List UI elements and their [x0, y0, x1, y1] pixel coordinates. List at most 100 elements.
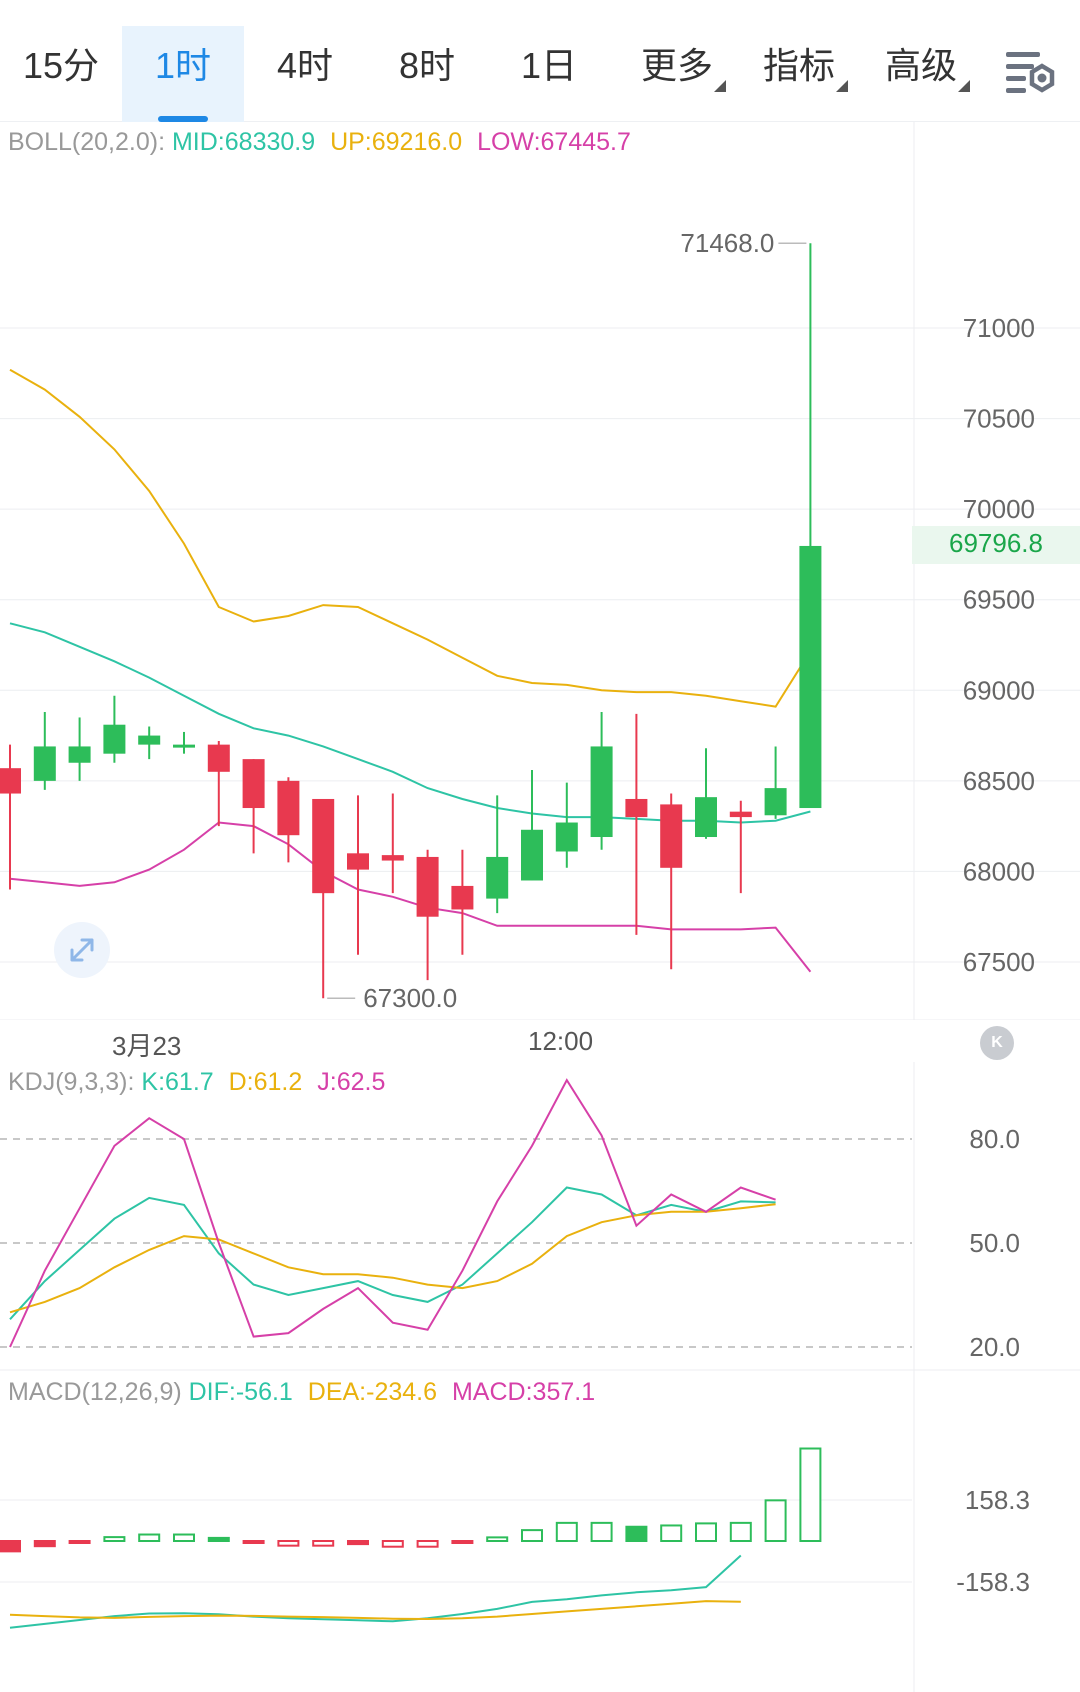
macd-histogram-bar	[277, 1540, 300, 1547]
macd-axis-label: -158.3	[956, 1567, 1030, 1597]
boll-low-value: LOW:67445.7	[477, 128, 631, 156]
price-axis-label: 70500	[963, 404, 1035, 434]
candle-body	[764, 788, 787, 816]
active-tab-indicator	[158, 116, 208, 122]
macd-histogram-bar	[590, 1521, 613, 1543]
dropdown-triangle-icon	[714, 80, 726, 92]
macd-legend-label: MACD(12,26,9)	[8, 1378, 182, 1406]
kdj-axis-label: 50.0	[969, 1228, 1020, 1258]
boll-up-value: UP:69216.0	[330, 128, 463, 156]
candle-body	[451, 885, 474, 910]
kdj-k-line	[9, 1186, 776, 1320]
dropdown-triangle-icon	[958, 80, 970, 92]
k-logo-icon[interactable]: K	[980, 1026, 1014, 1060]
candle-body	[0, 768, 21, 794]
tab-label: 1日	[520, 45, 578, 86]
candle-body	[799, 545, 822, 809]
tab-15m[interactable]: 15分	[0, 26, 122, 122]
candle-body	[173, 744, 195, 748]
macd-histogram-bar	[660, 1524, 683, 1542]
macd-histogram-bar	[381, 1540, 404, 1548]
price-axis-label: 71000	[963, 313, 1035, 343]
candle-body	[33, 746, 56, 781]
tab-label: 高级	[884, 45, 957, 86]
kdj-indicator-chart[interactable]: 80.0 50.0 20.0	[0, 1062, 1080, 1372]
candle-body	[138, 735, 161, 745]
candle-body	[103, 724, 126, 754]
macd-histogram-bar	[242, 1540, 265, 1544]
macd-histogram-bar	[799, 1447, 822, 1542]
candle-body	[207, 744, 230, 772]
dropdown-triangle-icon	[836, 80, 848, 92]
macd-dea-value: DEA:-234.6	[307, 1378, 438, 1406]
tab-label: 更多	[640, 45, 713, 86]
macd-histogram-bar	[764, 1499, 787, 1542]
macd-histogram-bar	[207, 1536, 230, 1543]
candle-body	[416, 856, 439, 917]
candle-body	[555, 822, 578, 852]
tab-label: 8时	[398, 45, 456, 86]
kdj-legend: KDJ(9,3,3): K:61.7 D:61.2 J:62.5	[8, 1068, 393, 1097]
time-axis-label: 3月23	[112, 1031, 182, 1061]
macd-histogram-bar	[451, 1540, 474, 1544]
macd-histogram-bar	[625, 1525, 648, 1543]
macd-histogram-bar	[555, 1521, 578, 1543]
tab-indicators-dropdown[interactable]: 指标	[750, 26, 848, 122]
boll-low-line	[9, 821, 812, 973]
candle-body	[625, 798, 648, 818]
kdj-axis-label: 20.0	[969, 1332, 1020, 1362]
low-price-label: 67300.0	[363, 983, 457, 1013]
macd-histogram-bar	[138, 1533, 161, 1542]
kdj-j-line	[9, 1078, 776, 1348]
candle-body	[347, 853, 369, 870]
kdj-j-value: J:62.5	[317, 1068, 386, 1096]
tab-1d[interactable]: 1日	[488, 26, 610, 122]
boll-mid-value: MID:68330.9	[171, 128, 316, 156]
tab-4h[interactable]: 4时	[244, 26, 366, 122]
high-price-label: 71468.0	[680, 228, 774, 258]
tab-more-dropdown[interactable]: 更多	[628, 26, 726, 122]
boll-legend-label: BOLL(20,2.0):	[8, 128, 166, 156]
macd-dea-line	[9, 1600, 741, 1621]
price-axis-label: 69000	[963, 675, 1035, 705]
price-axis-label: 70000	[963, 494, 1035, 524]
candle-body	[486, 856, 509, 899]
candle-body	[277, 780, 300, 836]
tab-1h[interactable]: 1时	[122, 26, 244, 122]
candle-body	[729, 811, 752, 818]
chart-settings-icon[interactable]	[1004, 48, 1056, 96]
boll-mid-line	[9, 622, 811, 824]
macd-histogram-bar	[68, 1540, 91, 1544]
tab-label: 1时	[154, 45, 212, 86]
price-axis-label: 69500	[963, 585, 1035, 615]
price-axis-label: 68500	[963, 766, 1035, 796]
macd-legend: MACD(12,26,9) DIF:-56.1 DEA:-234.6 MACD:…	[8, 1378, 603, 1407]
candle-body	[381, 855, 404, 861]
candle-body	[695, 797, 717, 838]
candle-body	[312, 798, 335, 894]
boll-legend: BOLL(20,2.0): MID:68330.9 UP:69216.0 LOW…	[8, 128, 639, 157]
macd-histogram-bar	[0, 1540, 21, 1553]
tab-label: 4时	[276, 45, 334, 86]
macd-histogram-bar	[103, 1536, 126, 1543]
kdj-d-line	[9, 1203, 776, 1314]
macd-histogram-bar	[729, 1521, 752, 1543]
expand-chart-icon[interactable]	[54, 922, 110, 978]
candle-body	[68, 746, 91, 763]
price-axis-label: 68000	[963, 856, 1035, 886]
tab-8h[interactable]: 8时	[366, 26, 488, 122]
price-candlestick-chart[interactable]: 71000 70500 70000 69500 69000 68500 68000 67500…	[0, 122, 1080, 1020]
last-price-label: 69796.8	[949, 528, 1043, 558]
macd-histogram-bar	[347, 1540, 369, 1546]
time-axis-label: 12:00	[528, 1026, 594, 1056]
macd-histogram-bar	[312, 1540, 335, 1547]
candle-body	[660, 804, 683, 868]
macd-histogram-bar	[486, 1536, 509, 1543]
tab-advanced-dropdown[interactable]: 高级	[872, 26, 970, 122]
macd-histogram-bar	[416, 1540, 439, 1548]
macd-histogram-bar	[695, 1522, 717, 1543]
boll-up-line	[9, 368, 812, 708]
macd-indicator-chart[interactable]: 158.3 -158.3	[0, 1372, 1080, 1692]
macd-dif-value: DIF:-56.1	[188, 1378, 293, 1406]
kdj-k-value: K:61.7	[141, 1068, 214, 1096]
